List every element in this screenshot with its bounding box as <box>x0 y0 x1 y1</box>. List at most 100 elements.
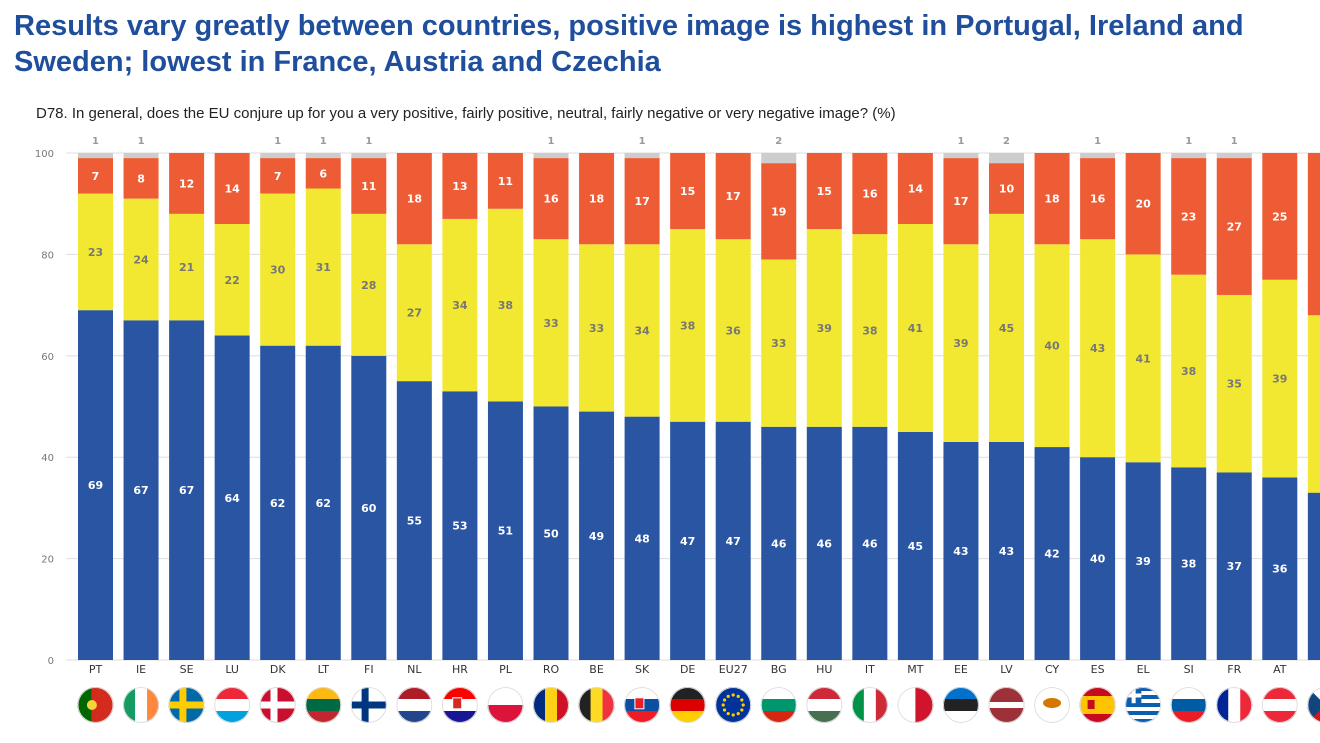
bar-segment-negative <box>852 153 888 235</box>
data-label-neutral: 23 <box>88 246 103 259</box>
data-label-negative: 16 <box>1090 193 1106 206</box>
data-label-positive: 47 <box>726 535 741 548</box>
flag-si-icon <box>1170 687 1207 723</box>
bar-segment-dont_know <box>1080 153 1116 159</box>
flag-bg-icon <box>760 687 797 723</box>
data-label-negative: 16 <box>543 193 559 206</box>
y-tick-label: 80 <box>41 250 54 261</box>
bar-segment-neutral <box>169 213 205 321</box>
data-label-neutral: 38 <box>680 319 695 332</box>
x-tick-label: HR <box>452 663 468 676</box>
x-tick-label: BE <box>589 663 604 676</box>
bar-segment-positive <box>1216 472 1252 660</box>
data-label-neutral: 30 <box>270 264 286 277</box>
bar-segment-dont_know <box>305 153 341 159</box>
x-tick-label: SE <box>180 663 194 676</box>
flag-cz-icon <box>1307 687 1320 723</box>
bar-segment-dont_know <box>943 153 979 159</box>
bar-segment-neutral <box>1171 274 1207 468</box>
y-tick-label: 0 <box>48 656 54 667</box>
bar-segment-negative <box>579 153 615 245</box>
bar-segment-dont_know <box>624 153 660 159</box>
bar-segment-dont_know <box>761 153 797 164</box>
data-label-neutral: 33 <box>543 317 558 330</box>
data-label-dont-know: 1 <box>1185 136 1192 147</box>
x-tick-label: HU <box>816 663 832 676</box>
bar-segment-positive <box>214 335 250 660</box>
data-label-dont-know: 1 <box>1094 136 1101 147</box>
flag-mt-icon <box>897 687 934 723</box>
flag-dk-icon <box>259 687 296 723</box>
data-label-positive: 45 <box>908 540 923 553</box>
data-label-dont-know: 2 <box>1003 136 1010 147</box>
data-label-positive: 43 <box>953 545 968 558</box>
data-label-positive: 46 <box>771 537 787 550</box>
data-label-positive: 64 <box>224 492 240 505</box>
data-label-positive: 69 <box>88 479 103 492</box>
bar-segment-neutral <box>1080 239 1116 458</box>
x-tick-label: DE <box>680 663 695 676</box>
bar-segment-negative <box>169 153 205 214</box>
bar-segment-neutral <box>624 244 660 417</box>
data-label-positive: 48 <box>634 532 649 545</box>
bar-segment-neutral <box>123 198 159 321</box>
bar-segment-neutral <box>1262 279 1298 478</box>
x-tick-label: IT <box>865 663 875 676</box>
x-tick-label: IE <box>136 663 146 676</box>
data-label-positive: 46 <box>862 537 878 550</box>
bar-segment-positive <box>943 441 979 660</box>
x-tick-label: NL <box>407 663 422 676</box>
data-label-negative: 15 <box>680 185 695 198</box>
bar-segment-negative <box>761 163 797 260</box>
data-label-neutral: 34 <box>634 324 650 337</box>
flag-fr-icon <box>1216 687 1253 723</box>
x-tick-label: PT <box>89 663 103 676</box>
y-tick-label: 60 <box>41 352 54 363</box>
data-label-positive: 39 <box>1135 555 1150 568</box>
bar-segment-positive <box>351 355 387 660</box>
bar-segment-negative <box>1034 153 1070 245</box>
data-label-positive: 43 <box>999 545 1014 558</box>
bar-segment-positive <box>1262 477 1298 660</box>
bar-segment-positive <box>852 426 888 660</box>
bar-segment-dont_know <box>989 153 1024 164</box>
data-label-positive: 37 <box>1227 560 1242 573</box>
bar-segment-negative <box>806 153 842 230</box>
bar-segment-negative <box>214 153 250 224</box>
data-label-positive: 53 <box>452 520 467 533</box>
flag-el-icon <box>1125 687 1162 723</box>
y-tick-label: 40 <box>41 453 54 464</box>
bar-segment-dont_know <box>533 153 569 159</box>
data-label-dont-know: 1 <box>1231 136 1238 147</box>
data-label-positive: 38 <box>1181 558 1196 571</box>
bar-segment-positive <box>897 431 933 660</box>
bar-segment-negative <box>78 158 113 194</box>
flag-ie-icon <box>123 687 160 723</box>
data-label-positive: 67 <box>133 484 148 497</box>
data-label-negative: 25 <box>1272 210 1287 223</box>
bar-segment-positive <box>169 320 205 660</box>
bar-segment-neutral <box>1307 315 1320 493</box>
flag-hr-icon <box>441 687 478 723</box>
data-label-neutral: 27 <box>407 307 422 320</box>
x-tick-label: AT <box>1273 663 1287 676</box>
data-label-positive: 62 <box>316 497 331 510</box>
bar-segment-positive <box>579 411 615 660</box>
bar-segment-negative <box>1125 153 1161 255</box>
bar-segment-negative <box>989 163 1024 214</box>
bar-segment-neutral <box>260 193 296 346</box>
bar-segment-neutral <box>670 229 706 422</box>
x-tick-label: SK <box>635 663 650 676</box>
x-tick-label: DK <box>270 663 286 676</box>
bar-segment-neutral <box>533 239 569 407</box>
data-label-negative: 8 <box>137 172 145 185</box>
bar-segment-negative <box>1262 153 1298 280</box>
bar-segment-negative <box>123 158 159 199</box>
flag-fi-icon <box>350 687 387 723</box>
data-label-negative: 14 <box>908 182 924 195</box>
x-tick-label: CY <box>1045 663 1059 676</box>
data-label-negative: 7 <box>92 170 100 183</box>
bar-segment-negative <box>624 158 660 245</box>
data-label-neutral: 24 <box>133 253 149 266</box>
